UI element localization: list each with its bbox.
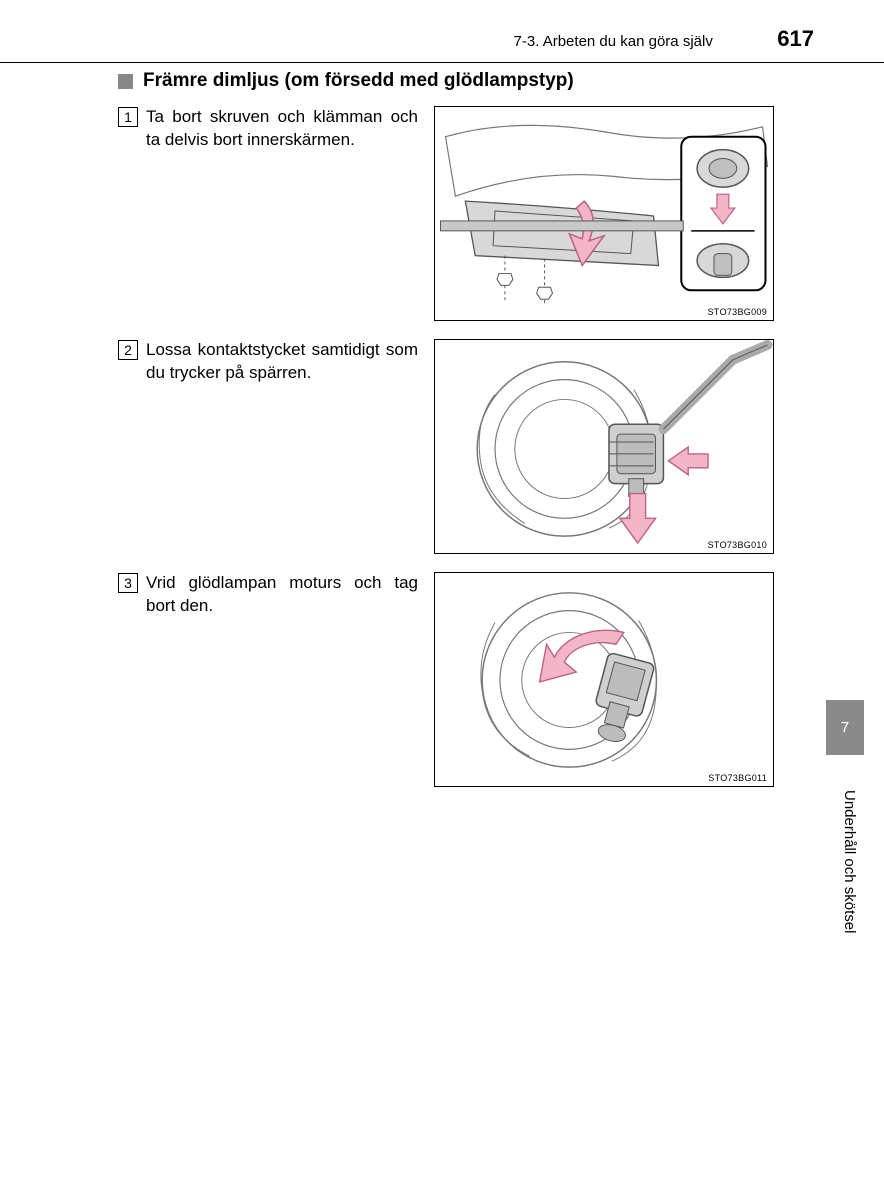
illustration-1-svg (435, 107, 773, 320)
step-2-illustration: STO73BG010 (434, 339, 814, 554)
chapter-tab: 7 (826, 700, 864, 755)
illustration-1-code: STO73BG009 (708, 307, 767, 317)
step-1-left: 1 Ta bort skruven och klämman och ta del… (118, 106, 418, 152)
header-section-label: 7-3. Arbeten du kan göra själv (514, 33, 713, 50)
page-header: 7-3. Arbeten du kan göra själv 617 (0, 26, 884, 63)
step-1-text: Ta bort skruven och klämman och ta delvi… (146, 106, 418, 152)
step-3: 3 Vrid glödlampan moturs och tag bort de… (118, 572, 814, 787)
illustration-3-svg (435, 573, 773, 786)
section-title-row: Främre dimljus (om försedd med glödlamps… (118, 70, 814, 92)
step-3-illustration: STO73BG011 (434, 572, 814, 787)
illustration-3-code: STO73BG011 (708, 773, 767, 783)
illustration-2-svg (435, 340, 773, 553)
step-2: 2 Lossa kontaktstycket samtidigt som du … (118, 339, 814, 554)
step-2-text: Lossa kontaktstycket samtidigt som du tr… (146, 339, 418, 385)
step-1-illustration: STO73BG009 (434, 106, 814, 321)
step-1-number: 1 (118, 107, 138, 127)
step-3-number: 3 (118, 573, 138, 593)
step-1: 1 Ta bort skruven och klämman och ta del… (118, 106, 814, 321)
step-3-left: 3 Vrid glödlampan moturs och tag bort de… (118, 572, 418, 618)
chapter-side-label: Underhåll och skötsel (841, 790, 858, 933)
title-bullet-icon (118, 74, 133, 89)
step-3-text: Vrid glödlampan moturs och tag bort den. (146, 572, 418, 618)
step-2-number: 2 (118, 340, 138, 360)
illustration-2-code: STO73BG010 (708, 540, 767, 550)
header-page-number: 617 (777, 26, 814, 52)
main-content: Främre dimljus (om försedd med glödlamps… (118, 70, 814, 805)
chapter-tab-number: 7 (841, 719, 849, 736)
step-2-left: 2 Lossa kontaktstycket samtidigt som du … (118, 339, 418, 385)
section-title: Främre dimljus (om försedd med glödlamps… (143, 70, 574, 92)
